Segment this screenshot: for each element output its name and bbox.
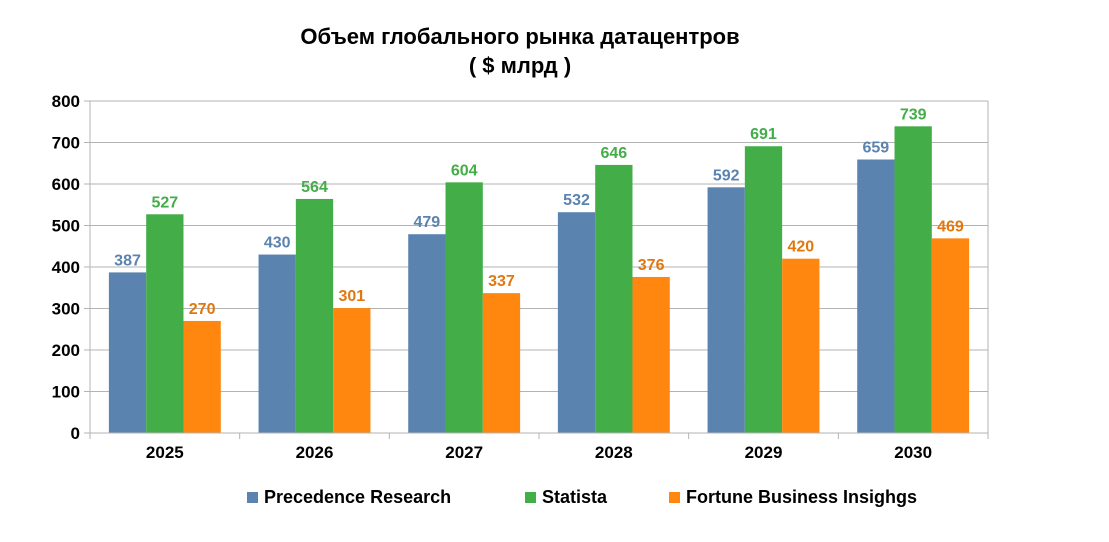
data-label: 469 (937, 218, 964, 235)
data-label: 337 (488, 273, 515, 290)
data-label: 376 (638, 257, 665, 274)
legend-label-statista: Statista (542, 487, 608, 507)
legend-item-statista: Statista (525, 487, 607, 508)
bar (295, 198, 334, 433)
data-label: 301 (338, 288, 365, 305)
y-tick-label: 700 (52, 134, 80, 153)
data-label: 270 (189, 301, 216, 318)
bar (183, 320, 221, 433)
data-label: 739 (900, 106, 927, 123)
bar (707, 187, 745, 433)
bar (108, 272, 147, 433)
bar-chart: 0 100 200 300 400 500 600 700 800 387 527 270 2025 43… (52, 92, 989, 462)
data-label: 592 (713, 167, 740, 184)
y-tick-label: 800 (52, 92, 80, 111)
data-label: 564 (301, 179, 328, 196)
bar (632, 276, 670, 433)
bar (744, 146, 783, 434)
data-label: 691 (750, 126, 777, 143)
bar (146, 214, 184, 433)
y-tick-label: 200 (52, 341, 80, 360)
bar (557, 212, 596, 433)
data-label: 604 (451, 162, 478, 179)
y-tick-label: 600 (52, 175, 80, 194)
chart-title: Объем глобального рынка датацентров (300, 24, 740, 49)
bar (258, 254, 296, 433)
legend-swatch-statista (525, 492, 536, 503)
chart-legend: Precedence Research Statista Fortune Bus… (0, 487, 1109, 511)
x-tick-label: 2025 (146, 443, 184, 462)
bar (408, 234, 446, 433)
bar (931, 238, 970, 433)
bar (894, 126, 932, 433)
data-label: 420 (787, 239, 814, 256)
bar (333, 308, 371, 433)
chart-title-block: Объем глобального рынка датацентров ( $ … (0, 22, 1040, 80)
data-label: 532 (563, 192, 590, 209)
y-tick-label: 0 (71, 424, 80, 443)
x-tick-label: 2028 (595, 443, 633, 462)
x-tick-label: 2029 (745, 443, 783, 462)
y-tick-label: 100 (52, 383, 80, 402)
bar (482, 293, 521, 433)
legend-item-precedence-research: Precedence Research (247, 487, 451, 508)
bar (857, 159, 895, 433)
y-tick-label: 400 (52, 258, 80, 277)
data-label: 659 (863, 140, 890, 157)
data-label: 479 (414, 214, 441, 231)
data-label: 430 (264, 235, 291, 252)
legend-swatch-precedence-research (247, 492, 258, 503)
data-label: 387 (114, 252, 141, 269)
data-label: 527 (151, 194, 178, 211)
x-tick-label: 2026 (296, 443, 334, 462)
bar (782, 258, 820, 433)
legend-item-fortune-business-insighgs: Fortune Business Insighgs (669, 487, 917, 508)
bar (445, 182, 483, 433)
data-label: 646 (600, 145, 627, 162)
legend-label-fortune-business-insighgs: Fortune Business Insighgs (686, 487, 918, 507)
y-tick-label: 300 (52, 300, 80, 319)
chart-subtitle: ( $ млрд ) (468, 53, 572, 78)
x-tick-label: 2030 (894, 443, 932, 462)
bar (595, 164, 633, 433)
y-tick-label: 500 (52, 217, 80, 236)
x-tick-label: 2027 (445, 443, 483, 462)
legend-label-precedence-research: Precedence Research (264, 487, 452, 507)
legend-swatch-fortune-business-insighgs (669, 492, 680, 503)
